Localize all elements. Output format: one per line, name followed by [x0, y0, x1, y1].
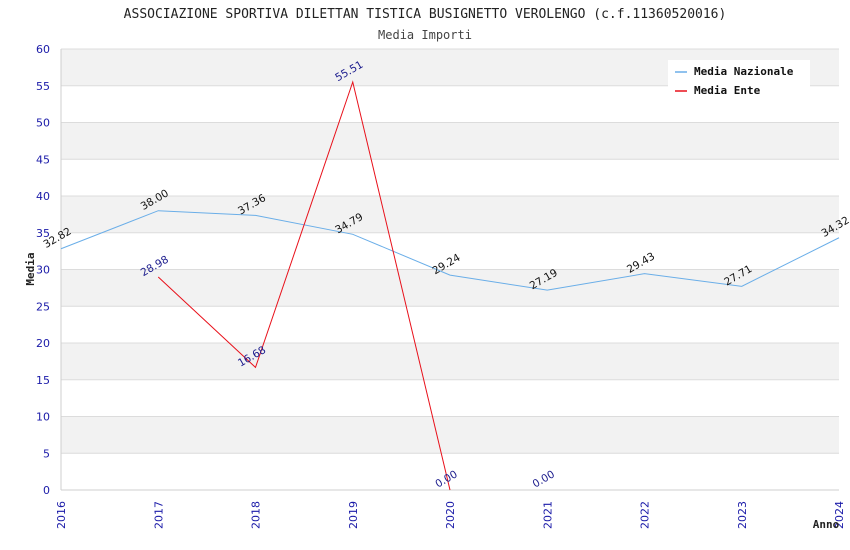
legend-box — [668, 60, 810, 102]
grid-bands — [60, 48, 839, 491]
grid-band — [61, 122, 839, 160]
x-tick-label: 2022 — [639, 501, 652, 529]
grid-band — [61, 343, 839, 380]
y-tick-label: 10 — [36, 411, 50, 424]
y-axis-ticks: 0 5 10 15 20 25 30 35 40 45 50 55 60 — [36, 43, 50, 497]
x-tick-label: 2023 — [736, 501, 749, 529]
grid-band — [61, 379, 839, 417]
chart-title: ASSOCIAZIONE SPORTIVA DILETTAN TISTICA B… — [124, 7, 727, 22]
grid-band — [61, 232, 839, 270]
x-tick-label: 2020 — [444, 501, 457, 529]
y-axis-title: Media — [24, 252, 37, 285]
legend: Media Nazionale Media Ente — [668, 60, 810, 102]
grid-band — [61, 416, 839, 454]
y-tick-label: 40 — [36, 190, 50, 203]
legend-label-ente: Media Ente — [694, 84, 761, 97]
legend-label-nazionale: Media Nazionale — [694, 65, 794, 78]
grid-band — [61, 269, 839, 307]
y-tick-label: 55 — [36, 80, 50, 93]
y-tick-label: 0 — [43, 484, 50, 497]
y-tick-label: 30 — [36, 264, 50, 277]
y-tick-label: 45 — [36, 153, 50, 166]
y-tick-label: 50 — [36, 117, 50, 130]
y-tick-label: 15 — [36, 374, 50, 387]
x-axis-title: Anno — [813, 518, 840, 531]
series-line — [60, 210, 840, 291]
series-line — [157, 80, 451, 491]
y-tick-label: 5 — [43, 447, 50, 460]
y-tick-label: 20 — [36, 337, 50, 350]
x-tick-label: 2019 — [347, 501, 360, 529]
grid-band — [61, 306, 839, 343]
x-tick-label: 2017 — [152, 501, 165, 529]
x-tick-label: 2018 — [250, 501, 263, 529]
y-tick-label: 60 — [36, 43, 50, 56]
chart-subtitle: Media Importi — [378, 28, 472, 42]
x-tick-label: 2016 — [55, 501, 68, 529]
grid-band — [61, 453, 839, 490]
y-tick-label: 35 — [36, 227, 50, 240]
x-axis-ticks: 2016 2017 2018 2019 2020 2021 2022 2023 2024 — [55, 501, 846, 529]
grid-band — [61, 196, 839, 233]
x-tick-label: 2024 — [833, 501, 846, 529]
x-tick-label: 2021 — [541, 501, 554, 529]
grid-band — [61, 159, 839, 196]
y-tick-label: 25 — [36, 300, 50, 313]
series-lines — [60, 80, 840, 491]
